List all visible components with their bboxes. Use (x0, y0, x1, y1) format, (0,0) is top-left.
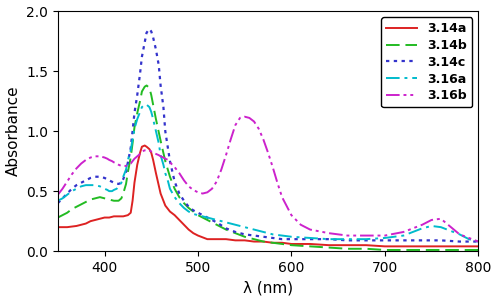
3.16a (142, 103, 148, 107)
3.14c (475, 240, 481, 244)
3.16b (274, 181, 280, 185)
Legend: 3.14a, 3.14b, 3.14c, 3.16a, 3.16b: 3.14a, 3.14b, 3.14c, 3.16a, 3.16b (381, 17, 472, 107)
3.14b (475, 248, 481, 252)
3.14b (344, 247, 350, 250)
3.14b (144, 84, 150, 87)
3.14a (111, 215, 117, 218)
Line: 3.16a: 3.16a (58, 105, 478, 242)
3.16a (134, 117, 140, 121)
Y-axis label: Absorbance: Absorbance (5, 86, 20, 176)
3.14c (161, 105, 166, 109)
3.14a (92, 218, 98, 222)
3.16b (214, 180, 220, 183)
3.14a (475, 244, 481, 248)
3.16a (186, 210, 192, 213)
3.14a (401, 244, 407, 248)
3.14b (382, 248, 388, 252)
3.14a (144, 145, 150, 148)
3.14b (120, 192, 126, 195)
3.14a (125, 213, 131, 217)
Line: 3.16b: 3.16b (58, 117, 478, 242)
3.14b (116, 199, 122, 203)
3.14c (125, 160, 131, 164)
3.16a (116, 185, 122, 188)
3.16a (181, 206, 187, 210)
3.14c (190, 209, 196, 212)
3.16a (475, 240, 481, 244)
3.14a (142, 144, 148, 147)
3.16b (87, 156, 93, 159)
3.14c (344, 239, 350, 242)
3.14b (55, 216, 61, 219)
3.14c (83, 178, 89, 182)
Line: 3.14a: 3.14a (58, 145, 478, 246)
3.16b (139, 150, 145, 153)
3.16b (242, 115, 248, 119)
3.14c (55, 201, 61, 205)
3.14a (55, 225, 61, 229)
3.14b (176, 195, 182, 199)
3.14c (147, 27, 153, 31)
3.14b (137, 99, 143, 103)
3.14c (116, 182, 122, 186)
3.14a (382, 244, 388, 248)
3.16a (55, 199, 61, 203)
3.16a (419, 227, 425, 230)
3.14b (195, 213, 201, 217)
3.16b (475, 240, 481, 244)
3.14a (457, 244, 463, 248)
3.16a (114, 187, 120, 191)
Line: 3.14b: 3.14b (58, 85, 478, 250)
X-axis label: λ (nm): λ (nm) (243, 281, 293, 296)
Line: 3.14c: 3.14c (58, 29, 478, 242)
3.16b (171, 165, 177, 169)
3.16b (223, 153, 229, 157)
3.16b (55, 193, 61, 197)
3.14c (457, 240, 463, 244)
